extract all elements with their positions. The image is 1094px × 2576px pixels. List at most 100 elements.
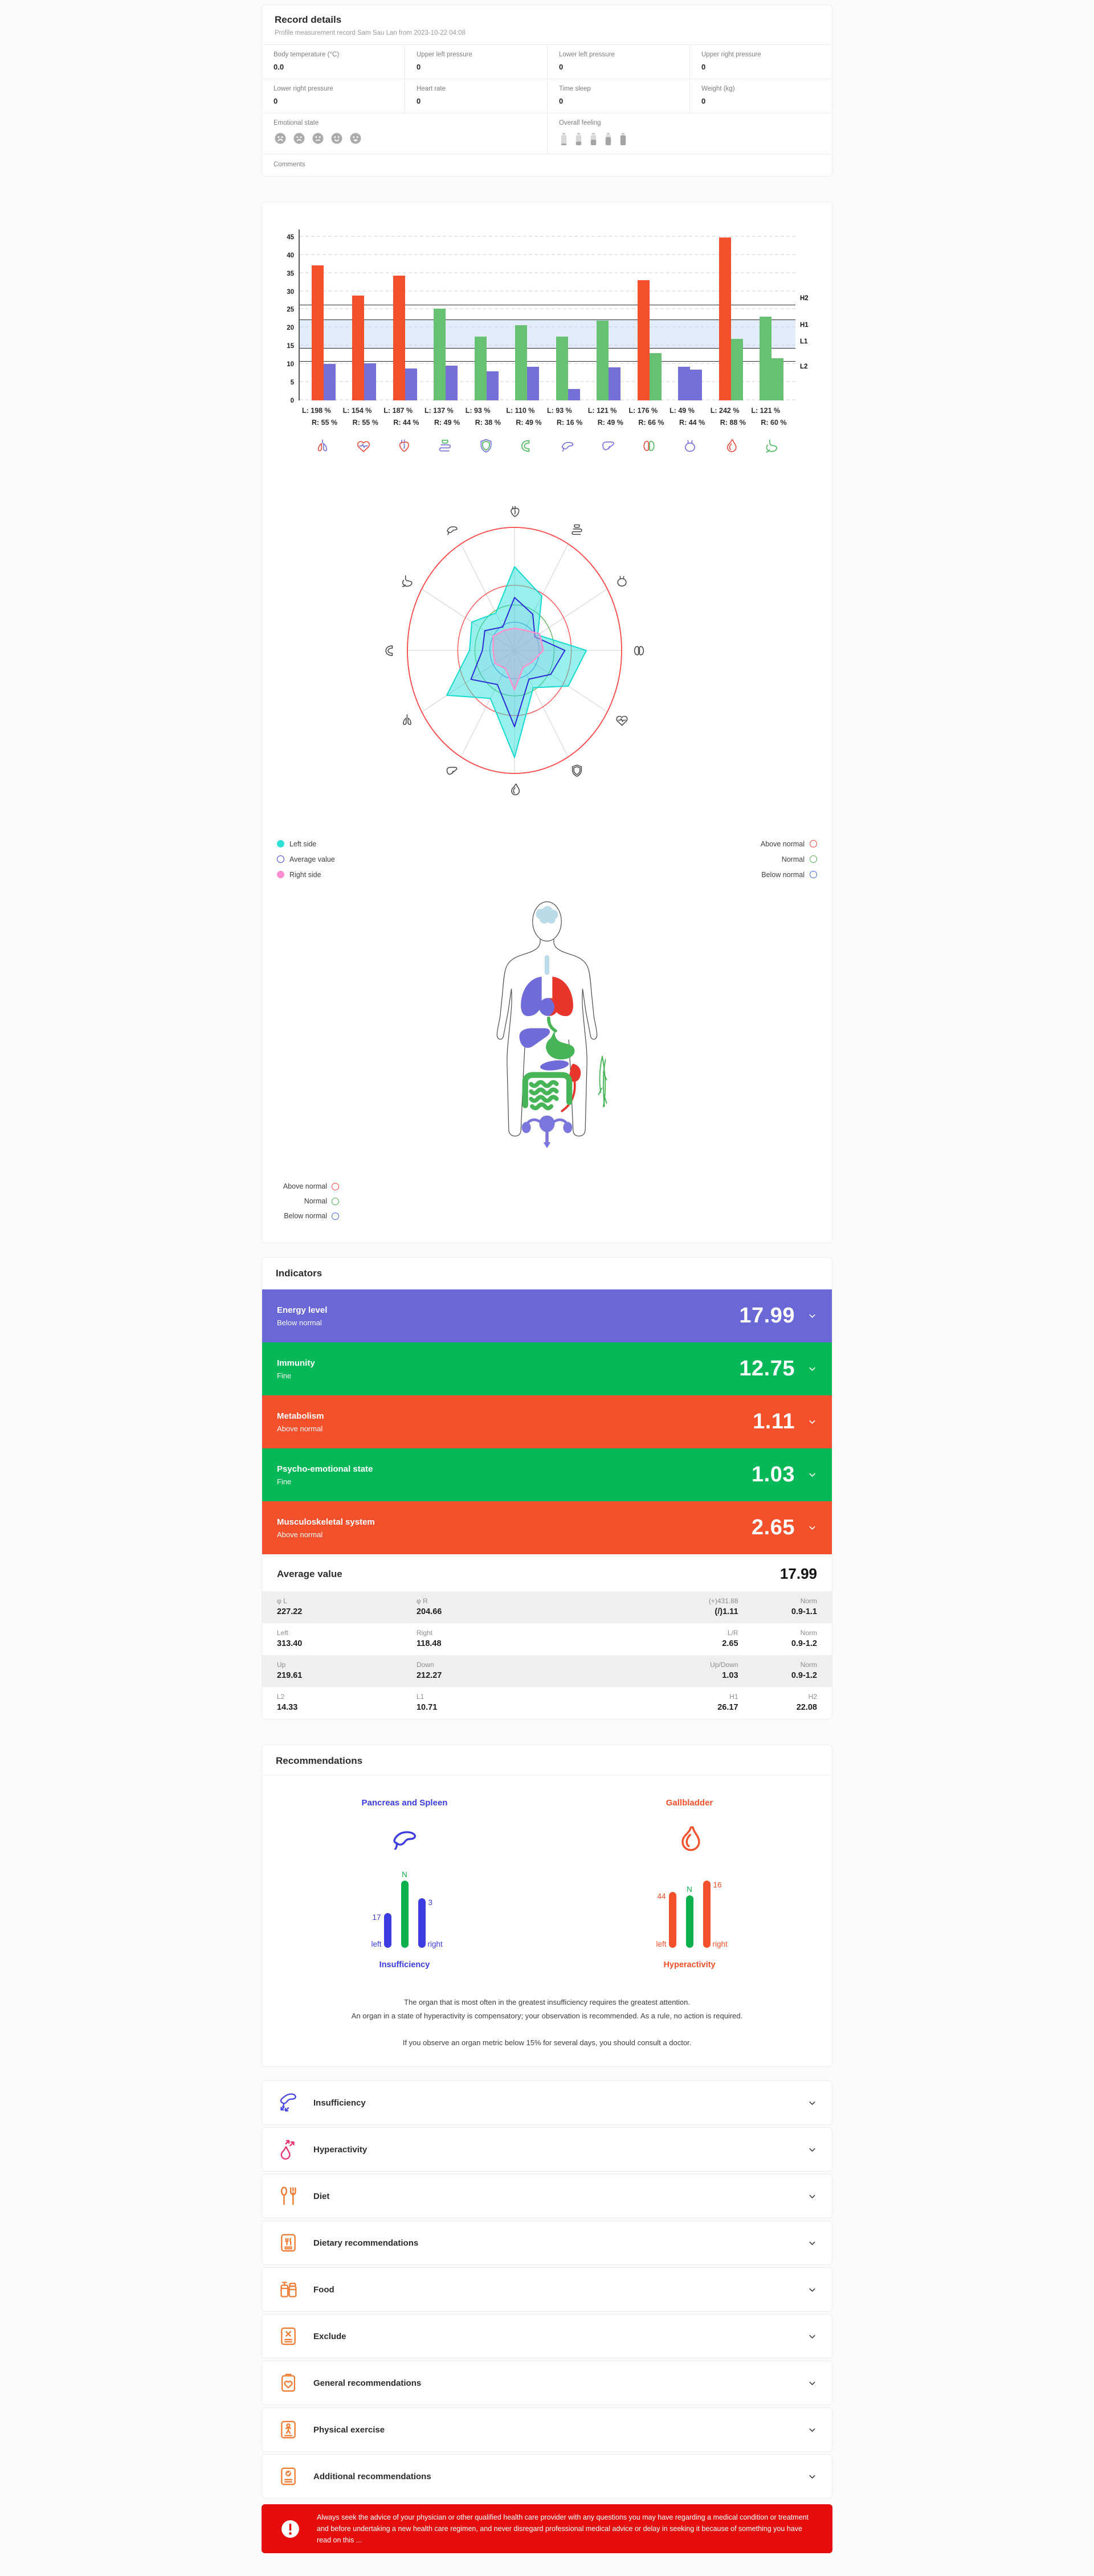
legend-label: Left side — [289, 839, 317, 848]
legend-item: Above normal — [761, 836, 817, 851]
face-very-sad-icon[interactable] — [274, 132, 287, 145]
side-bar — [418, 1898, 426, 1948]
bar-group-shield — [466, 337, 507, 400]
record-field-3: Upper right pressure 0 — [689, 45, 832, 79]
cell-label: Right — [416, 1629, 432, 1637]
left-lung — [521, 977, 542, 1017]
side-bar — [383, 1913, 391, 1948]
comments-label: Comments — [274, 161, 305, 168]
battery-level-4-icon[interactable] — [603, 132, 613, 146]
recommendations-footnote: If you observe an organ metric below 15%… — [402, 2038, 692, 2047]
right-bar — [730, 338, 743, 400]
legend-label: Right side — [289, 870, 321, 879]
pancreas-icon — [444, 522, 460, 538]
exclude-section-icon — [277, 2325, 300, 2348]
accordion-diet[interactable]: Diet — [262, 2174, 832, 2219]
field-value: 0.0 — [274, 63, 284, 71]
y-tick-label: 10 — [287, 361, 294, 368]
right-bar — [690, 369, 703, 400]
left-bar — [515, 325, 528, 400]
lungs-icon — [399, 712, 415, 728]
field-label: Weight (kg) — [701, 85, 735, 92]
cell-label: Norm — [800, 1629, 817, 1637]
table-cell: Up/Down 1.03 — [593, 1661, 738, 1680]
left-percent-label: L: 49 % — [670, 407, 695, 415]
accordion-food[interactable]: Food — [262, 2267, 832, 2312]
emotional-state-rating[interactable] — [274, 132, 536, 145]
indicator-name: Psycho-emotional state — [277, 1464, 373, 1474]
cell-value: 204.66 — [416, 1607, 442, 1617]
battery-level-2-icon[interactable] — [574, 132, 583, 146]
indicators-card: Indicators Energy level Below normal 17.99… — [262, 1257, 832, 1720]
field-value: 0 — [417, 63, 421, 71]
heart-pulse-icon — [614, 712, 630, 728]
right-bar — [568, 389, 580, 400]
comments-field[interactable]: Comments — [262, 154, 832, 176]
face-happy-icon[interactable] — [349, 132, 362, 145]
right-bar — [649, 353, 662, 400]
average-table-row-0: φ L 227.22 φ R 204.66 (+)431.88 (/)1.11 Norm 0.… — [262, 1591, 832, 1624]
accordion-general-recommendations[interactable]: General recommendations — [262, 2361, 832, 2406]
overall-feeling-rating[interactable] — [559, 132, 820, 146]
body-silhouette — [496, 902, 598, 1137]
left-percent-label: L: 154 % — [342, 407, 372, 415]
indicator-row-3[interactable]: Psycho-emotional state Fine 1.03 — [262, 1448, 832, 1502]
record-details-title: Record details — [275, 14, 342, 25]
indicator-row-1[interactable]: Immunity Fine 12.75 — [262, 1342, 832, 1396]
left-percent-label: L: 137 % — [424, 407, 454, 415]
chevron-down-icon — [807, 1470, 817, 1480]
gridline — [300, 290, 795, 292]
bar-group-label: L: 154 % R: 55 % — [343, 405, 384, 428]
battery-level-1-icon[interactable] — [559, 132, 569, 146]
field-value: 0 — [559, 63, 564, 71]
accordion-hyperactivity[interactable]: Hyperactivity — [262, 2127, 832, 2172]
left-bar — [556, 336, 568, 400]
threshold-line-L2: L2 — [300, 361, 807, 370]
indicator-row-2[interactable]: Metabolism Above normal 1.11 — [262, 1395, 832, 1449]
organ-state-caption: Insufficiency — [379, 1960, 430, 1970]
accordion-exclude[interactable]: Exclude — [262, 2314, 832, 2359]
face-sad-icon[interactable] — [292, 132, 306, 145]
left-bar — [719, 237, 731, 400]
accordion-physical-exercise[interactable]: Physical exercise — [262, 2407, 832, 2452]
organ-state-caption: Hyperactivity — [663, 1960, 716, 1970]
bar-group-label: L: 176 % R: 66 % — [628, 405, 670, 428]
legend-swatch-icon — [277, 871, 284, 879]
battery-level-3-icon[interactable] — [589, 132, 598, 146]
table-cell: φ R 204.66 — [417, 1597, 593, 1616]
right-percent-label: R: 38 % — [475, 418, 501, 427]
accordion-label: Insufficiency — [313, 2098, 366, 2108]
bar-group-label: L: 198 % R: 55 % — [302, 405, 343, 428]
organ-name: Gallbladder — [666, 1798, 713, 1808]
legend-swatch-icon — [810, 855, 817, 863]
field-label: Lower right pressure — [274, 85, 333, 92]
heart-icon — [395, 437, 413, 454]
chevron-down-icon — [807, 2238, 817, 2248]
accordion-insufficiency[interactable]: Insufficiency — [262, 2081, 832, 2125]
field-value: 0 — [417, 97, 421, 105]
cell-value: 227.22 — [277, 1607, 303, 1617]
bladder-icon — [681, 437, 699, 454]
left-bar — [352, 296, 365, 400]
chevron-down-icon — [807, 2378, 817, 2388]
left-side-label: left — [371, 1940, 382, 1949]
battery-level-5-icon[interactable] — [618, 132, 628, 146]
additional-section-icon — [277, 2465, 300, 2488]
record-details-subtitle: Profile measurement record Sam Sau Lan f… — [275, 30, 466, 36]
left-side-label: left — [656, 1940, 667, 1949]
y-tick-label: 5 — [290, 379, 294, 387]
emotional-state-label: Emotional state — [274, 120, 319, 126]
pancreas-organ — [540, 1060, 569, 1071]
accordion-additional-recommendations[interactable]: Additional recommendations — [262, 2454, 832, 2499]
face-neutral-icon[interactable] — [311, 132, 325, 145]
face-smile-icon[interactable] — [330, 132, 344, 145]
overall-feeling-label: Overall feeling — [559, 120, 601, 126]
accordion-dietary-recommendations[interactable]: Dietary recommendations — [262, 2221, 832, 2266]
cell-value: 26.17 — [717, 1703, 738, 1713]
bladder-icon — [614, 574, 630, 589]
indicator-row-4[interactable]: Musculoskeletal system Above normal 2.65 — [262, 1501, 832, 1555]
legend-swatch-icon — [277, 840, 284, 848]
legend-item: Normal — [761, 851, 817, 867]
indicator-row-0[interactable]: Energy level Below normal 17.99 — [262, 1289, 832, 1343]
gridline — [300, 308, 795, 310]
